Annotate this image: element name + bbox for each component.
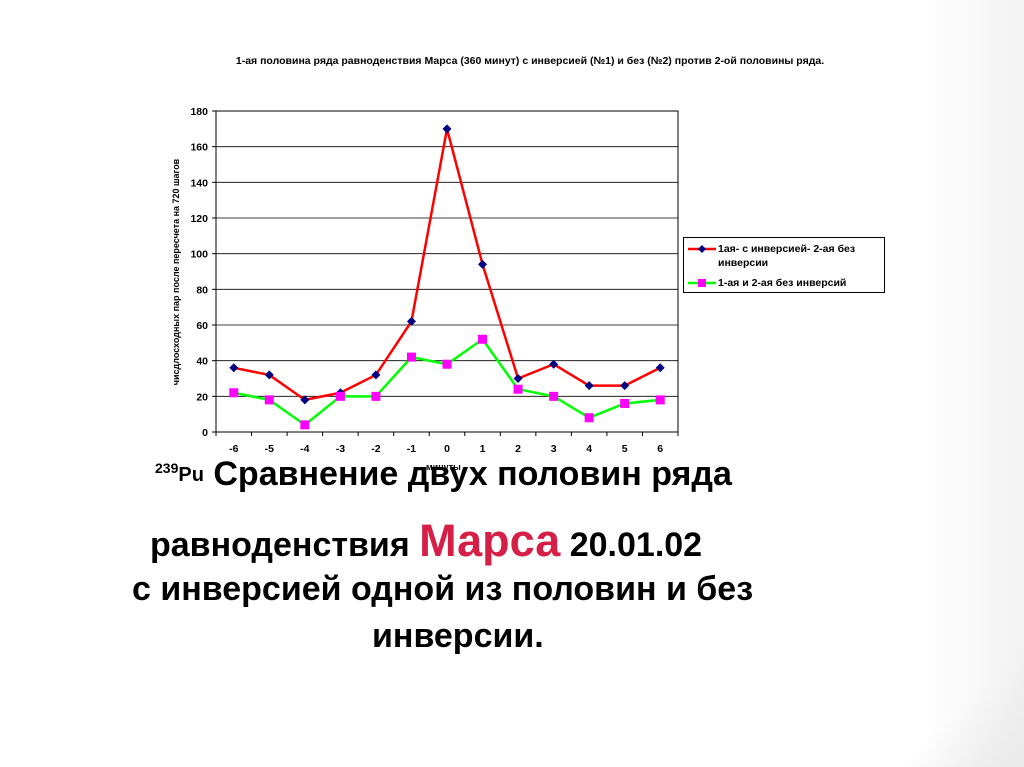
isotope-mass: 239 <box>155 460 179 476</box>
chart-title: 1-ая половина ряда равноденствия Марса (… <box>235 55 825 67</box>
series-2-point-8 <box>513 384 523 394</box>
y-tick-label-4: 80 <box>196 284 208 296</box>
caption-line-2: равноденствия Марса 20.01.02 <box>150 515 702 567</box>
legend-label-series-2: 1-ая и 2-ая без инверсий <box>718 277 847 289</box>
x-tick-label-1: -5 <box>265 443 274 455</box>
y-tick-label-0: 0 <box>202 427 208 439</box>
legend-item-series-2: 1-ая и 2-ая без инверсий <box>688 274 884 302</box>
x-tick-label-7: 1 <box>480 443 486 455</box>
series-1-point-12 <box>655 363 665 373</box>
caption-date: 20.01.02 <box>569 526 703 564</box>
series-1-point-9 <box>549 359 559 369</box>
series-2-point-1 <box>264 395 274 405</box>
caption-line-1: 239Pu Сравнение двух половин ряда <box>155 455 732 494</box>
x-tick-label-3: -3 <box>336 443 345 455</box>
y-tick-label-7: 140 <box>190 177 208 189</box>
series-2-point-3 <box>335 391 345 401</box>
x-tick-label-8: 2 <box>515 443 521 455</box>
x-tick-label-10: 4 <box>586 443 592 455</box>
series-1-point-5 <box>406 316 416 326</box>
y-axis-label: чисдлосходных пар после пересчета на 720… <box>171 158 181 386</box>
x-tick-label-4: -2 <box>371 443 380 455</box>
series-1-point-1 <box>264 370 274 380</box>
legend-marker-square-icon <box>688 279 716 287</box>
y-tick-label-2: 40 <box>196 356 208 368</box>
series-1-point-2 <box>300 395 310 405</box>
legend-label-series-1: 1ая- с инверсией- 2-ая без инверсии <box>718 243 856 269</box>
series-1-point-10 <box>584 381 594 391</box>
series-1-point-11 <box>620 381 630 391</box>
series-1-point-8 <box>513 374 523 383</box>
caption-line-3: с инверсией одной из половин и без <box>132 570 754 608</box>
caption-line-4: инверсии. <box>372 617 544 655</box>
caption-text-2-start: равноденствия <box>150 526 410 564</box>
y-tick-label-6: 120 <box>190 213 208 225</box>
x-tick-label-2: -4 <box>300 443 309 455</box>
series-line-1 <box>233 127 661 402</box>
series-2-point-5 <box>406 352 416 362</box>
x-tick-label-5: -1 <box>407 443 416 455</box>
series-1-point-0 <box>229 363 239 373</box>
isotope-label: 239Pu <box>155 460 204 486</box>
y-tick-label-5: 100 <box>190 249 208 261</box>
x-tick-label-11: 5 <box>622 443 628 455</box>
y-tick-label-3: 60 <box>196 320 208 332</box>
legend-marker-diamond-icon <box>688 245 716 253</box>
y-tick-label-8: 160 <box>190 142 208 154</box>
series-2-point-10 <box>584 413 594 423</box>
x-axis-label: минуты <box>426 462 461 472</box>
legend-item-series-1: 1ая- с инверсией- 2-ая без инверсии <box>688 240 884 269</box>
series-2-point-12 <box>655 395 665 405</box>
series-2-point-9 <box>549 391 559 401</box>
x-tick-label-0: -6 <box>229 443 238 455</box>
series-2-point-0 <box>229 388 239 398</box>
y-tick-label-9: 180 <box>190 106 208 118</box>
isotope-symbol: Pu <box>178 464 204 486</box>
series-line-2 <box>233 338 661 427</box>
plot-area-frame <box>215 110 679 433</box>
series-1-point-7 <box>478 259 488 269</box>
caption-highlight-mars: Марса <box>419 515 561 566</box>
series-2-point-7 <box>478 334 488 344</box>
series-2-point-2 <box>300 420 310 430</box>
series-2-point-4 <box>371 391 381 401</box>
series-2-point-11 <box>620 398 630 408</box>
x-tick-label-12: 6 <box>657 443 663 455</box>
x-tick-label-6: 0 <box>444 443 450 455</box>
page-curl-decoration <box>864 647 1024 767</box>
caption-text-1: Сравнение двух половин ряда <box>213 455 732 493</box>
series-1-point-4 <box>371 370 381 380</box>
series-1-point-6 <box>442 124 452 134</box>
chart-legend: 1ая- с инверсией- 2-ая без инверсии 1-ая… <box>683 237 885 293</box>
y-tick-label-1: 20 <box>196 391 208 403</box>
series-2-point-6 <box>442 359 452 369</box>
x-tick-label-9: 3 <box>551 443 557 455</box>
